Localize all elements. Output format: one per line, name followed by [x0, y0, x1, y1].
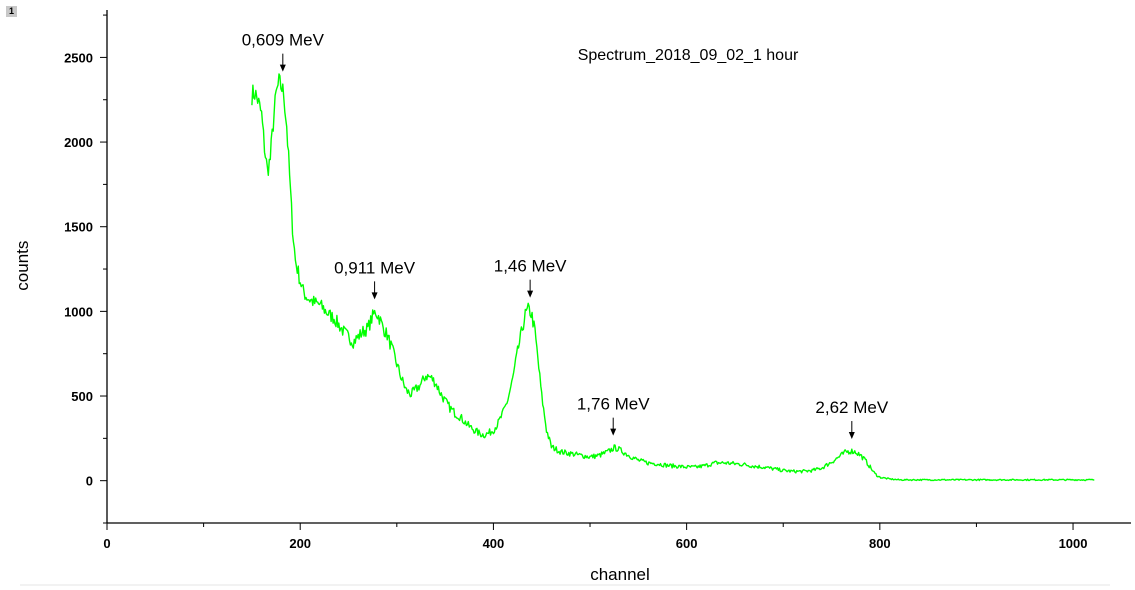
annotation-arrow-head [371, 292, 378, 300]
y-tick-label: 1000 [64, 304, 93, 319]
axes [20, 10, 1131, 586]
annotation-label: 1,46 MeV [494, 257, 567, 276]
x-tick-label: 1000 [1059, 536, 1088, 551]
series-layer [251, 73, 1095, 482]
series-line-0 [251, 73, 1095, 482]
y-axis-title: counts [13, 241, 32, 291]
x-tick-label: 600 [676, 536, 698, 551]
annotation-label: 1,76 MeV [577, 395, 650, 414]
x-tick-label: 800 [869, 536, 891, 551]
y-tick-label: 0 [86, 474, 93, 489]
annotation-arrow-head [279, 64, 286, 72]
x-tick-label: 0 [103, 536, 110, 551]
chart-title: Spectrum_2018_09_02_1 hour [578, 47, 799, 64]
y-tick-label: 2500 [64, 50, 93, 65]
x-tick-label: 200 [289, 536, 311, 551]
annotation-arrow-head [848, 432, 855, 440]
y-tick-label: 1500 [64, 220, 93, 235]
ticks: 0 200 400 600 800 1000 0 500 1000 1500 2000 2500 [64, 14, 1088, 551]
annotation-arrow-head [610, 428, 617, 436]
annotation-label: 0,911 MeV [334, 258, 416, 277]
annotation-arrow-head [527, 290, 534, 298]
layer-number-badge: 1 [6, 6, 17, 17]
annotation-label: 2,62 MeV [815, 398, 888, 417]
y-tick-label: 2000 [64, 135, 93, 150]
y-tick-label: 500 [71, 389, 93, 404]
annotations: 0,609 MeV 0,911 MeV 1,46 MeV 1,76 MeV 2,62 M… [242, 31, 889, 440]
x-tick-label: 400 [483, 536, 505, 551]
x-axis-title: channel [590, 565, 650, 584]
annotation-label: 0,609 MeV [242, 31, 325, 50]
